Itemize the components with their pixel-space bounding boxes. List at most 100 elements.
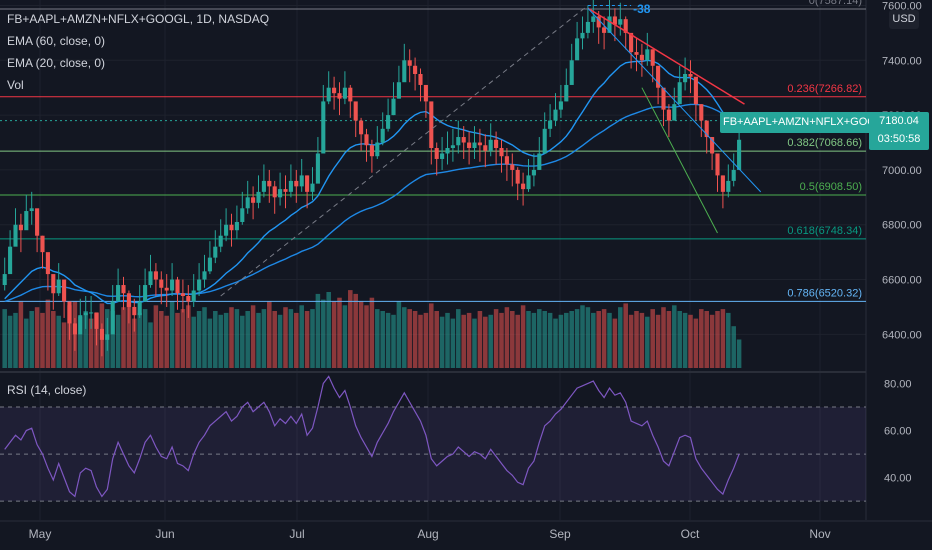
candle-body <box>704 120 709 138</box>
candle-body <box>623 19 628 33</box>
candle-body <box>267 180 272 187</box>
volume-bar <box>277 314 283 368</box>
volume-bar <box>267 301 272 368</box>
rsi-tick-label: 40.00 <box>884 473 912 485</box>
volume-bar <box>83 311 88 368</box>
candle-body <box>737 139 742 170</box>
candle-body <box>699 104 704 121</box>
price-tick-label: 7400.00 <box>882 55 922 67</box>
candle-body <box>170 279 175 291</box>
candle-body <box>2 274 7 286</box>
volume-bar <box>396 301 402 368</box>
volume-bar <box>51 311 56 368</box>
volume-bar <box>88 318 94 368</box>
candle-body <box>429 101 434 148</box>
rsi-line <box>4 375 740 498</box>
volume-bar <box>196 311 202 368</box>
volume-bar <box>13 312 18 368</box>
candle-body <box>526 175 531 190</box>
currency-badge[interactable]: USD <box>889 10 919 29</box>
candle-body <box>234 222 239 231</box>
volume-bar <box>7 315 13 368</box>
volume-bar <box>169 301 175 368</box>
time-axis[interactable]: May Jun Jul Aug Sep Oct Nov <box>0 520 932 541</box>
volume-bar <box>650 309 655 368</box>
candle-body <box>278 189 283 198</box>
candle-body <box>456 137 461 146</box>
volume-bar <box>202 307 207 368</box>
volume-bar <box>213 311 218 368</box>
volume-bar <box>159 311 164 368</box>
candle-body <box>720 175 725 192</box>
candle-body <box>159 279 164 288</box>
volume-bar <box>456 309 461 368</box>
drawings: -38 <box>220 2 762 297</box>
candle-body <box>283 189 288 192</box>
volume-bar <box>240 315 245 368</box>
volume-bar <box>445 312 450 368</box>
candle-body <box>251 197 256 203</box>
volume-bar <box>353 293 358 368</box>
volume-bar <box>699 309 704 368</box>
candle-body <box>494 139 499 148</box>
rsi-legend[interactable]: RSI (14, close) <box>7 383 87 397</box>
volume-bar <box>466 312 472 368</box>
candle-body <box>326 87 331 102</box>
candle-body <box>213 246 218 258</box>
volume-bar <box>186 305 191 368</box>
volume-bar <box>553 318 558 368</box>
volume-bar <box>2 309 7 368</box>
candle-body <box>445 148 450 154</box>
candle-body <box>602 27 607 33</box>
volume-bar <box>472 318 477 368</box>
candle-body <box>450 145 455 148</box>
ema20-legend[interactable]: EMA (20, close, 0) <box>7 56 106 70</box>
candle-body <box>483 145 488 151</box>
candle-body <box>180 293 185 296</box>
volume-bar <box>126 301 132 368</box>
rsi-tick-label: 80.00 <box>884 378 912 390</box>
rsi-tick-label: 60.00 <box>884 426 912 438</box>
ema60-legend[interactable]: EMA (60, close, 0) <box>7 34 106 48</box>
volume-bar <box>418 314 423 368</box>
candle-body <box>121 285 126 294</box>
candle-body <box>105 334 110 340</box>
candle-body <box>272 186 277 198</box>
candle-body <box>310 183 315 192</box>
candle-body <box>418 74 423 85</box>
volume-bar <box>488 314 493 368</box>
symbol-title[interactable]: FB+AAPL+AMZN+NFLX+GOOGL, 1D, NASDAQ <box>7 12 270 26</box>
volume-bar <box>672 305 677 368</box>
volume-bar <box>218 314 223 368</box>
volume-bar <box>715 311 720 368</box>
fib-level-label: 0.786(6520.32) <box>787 287 862 299</box>
volume-bar <box>375 309 380 368</box>
rsi-panel <box>0 375 866 502</box>
volume-legend[interactable]: Vol <box>7 78 24 92</box>
candle-body <box>315 153 320 184</box>
symbol-price-tag: FB+AAPL+AMZN+NFLX+GOOGL <box>720 112 894 133</box>
volume-bar <box>412 311 418 368</box>
volume-bar <box>655 314 661 368</box>
candle-body <box>110 301 115 335</box>
candle-body <box>629 32 634 53</box>
candle-body <box>348 87 353 102</box>
volume-bar <box>607 312 612 368</box>
candle-body <box>407 60 412 66</box>
candle-body <box>99 328 104 340</box>
volume-bar <box>720 309 726 368</box>
volume-bar <box>564 312 569 368</box>
volume-bar <box>315 293 321 368</box>
volume-bar <box>304 311 310 368</box>
volume-bar <box>321 299 326 368</box>
candle-body <box>596 16 601 28</box>
candle-body <box>477 142 482 146</box>
candle-body <box>380 128 385 143</box>
candle-body <box>72 323 77 335</box>
volume-bar <box>385 312 391 368</box>
candle-body <box>45 252 50 275</box>
candle-body <box>467 142 472 148</box>
volume-bar <box>391 314 396 368</box>
candle-body <box>553 109 558 121</box>
